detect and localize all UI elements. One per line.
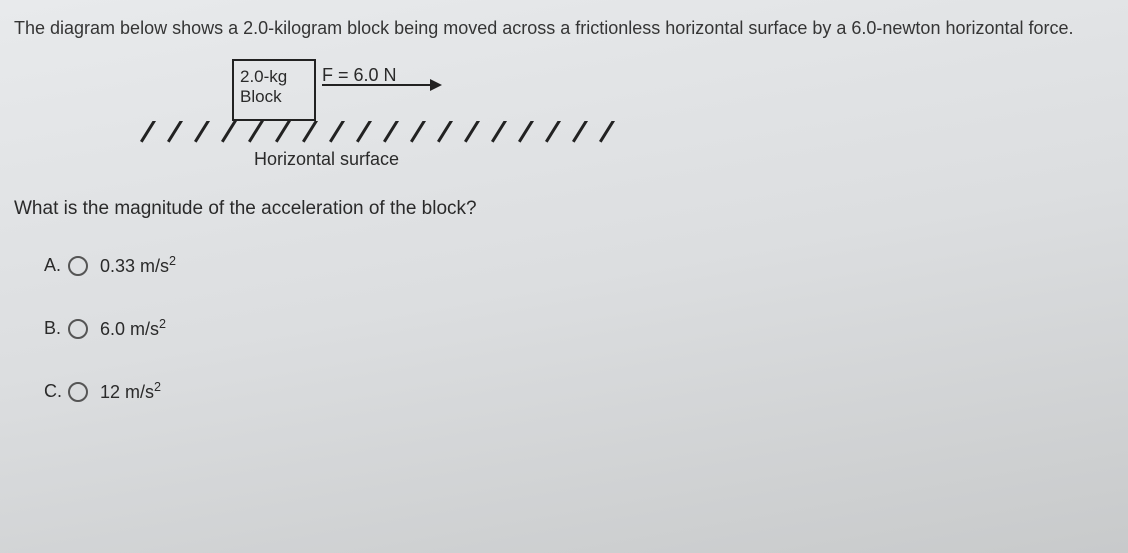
- option-letter: B.: [44, 318, 68, 339]
- force-arrow: [322, 84, 440, 86]
- hatch-mark: [296, 121, 323, 145]
- block-box: 2.0-kg Block: [232, 59, 316, 121]
- intro-text: The diagram below shows a 2.0-kilogram b…: [14, 18, 1114, 39]
- hatch-mark: [539, 121, 566, 145]
- hatch-mark: [161, 121, 188, 145]
- hatch-mark: [431, 121, 458, 145]
- hatch-mark: [215, 121, 242, 145]
- surface-label: Horizontal surface: [254, 149, 1114, 170]
- option-row: A. 0.33 m/s2: [44, 254, 1114, 277]
- option-text: 0.33 m/s2: [100, 254, 176, 277]
- radio-button[interactable]: [68, 319, 88, 339]
- option-row: B. 6.0 m/s2: [44, 317, 1114, 340]
- hatch-mark: [134, 121, 161, 145]
- surface-hatching: [134, 121, 1114, 145]
- hatch-mark: [188, 121, 215, 145]
- block-mass: 2.0-kg: [240, 67, 308, 87]
- hatch-mark: [458, 121, 485, 145]
- radio-button[interactable]: [68, 256, 88, 276]
- hatch-mark: [323, 121, 350, 145]
- hatch-mark: [269, 121, 296, 145]
- hatch-mark: [242, 121, 269, 145]
- option-letter: C.: [44, 381, 68, 402]
- option-letter: A.: [44, 255, 68, 276]
- radio-button[interactable]: [68, 382, 88, 402]
- diagram: 2.0-kg Block F = 6.0 N Horizontal surfac…: [134, 59, 1114, 170]
- option-text: 6.0 m/s2: [100, 317, 166, 340]
- hatch-mark: [350, 121, 377, 145]
- hatch-mark: [512, 121, 539, 145]
- option-text: 12 m/s2: [100, 380, 161, 403]
- options-group: A. 0.33 m/s2 B. 6.0 m/s2 C. 12 m/s2: [44, 254, 1114, 403]
- question-text: What is the magnitude of the acceleratio…: [14, 198, 1114, 220]
- hatch-mark: [593, 121, 620, 145]
- hatch-mark: [485, 121, 512, 145]
- hatch-mark: [566, 121, 593, 145]
- hatch-mark: [377, 121, 404, 145]
- option-row: C. 12 m/s2: [44, 380, 1114, 403]
- hatch-mark: [404, 121, 431, 145]
- block-label: Block: [240, 87, 308, 107]
